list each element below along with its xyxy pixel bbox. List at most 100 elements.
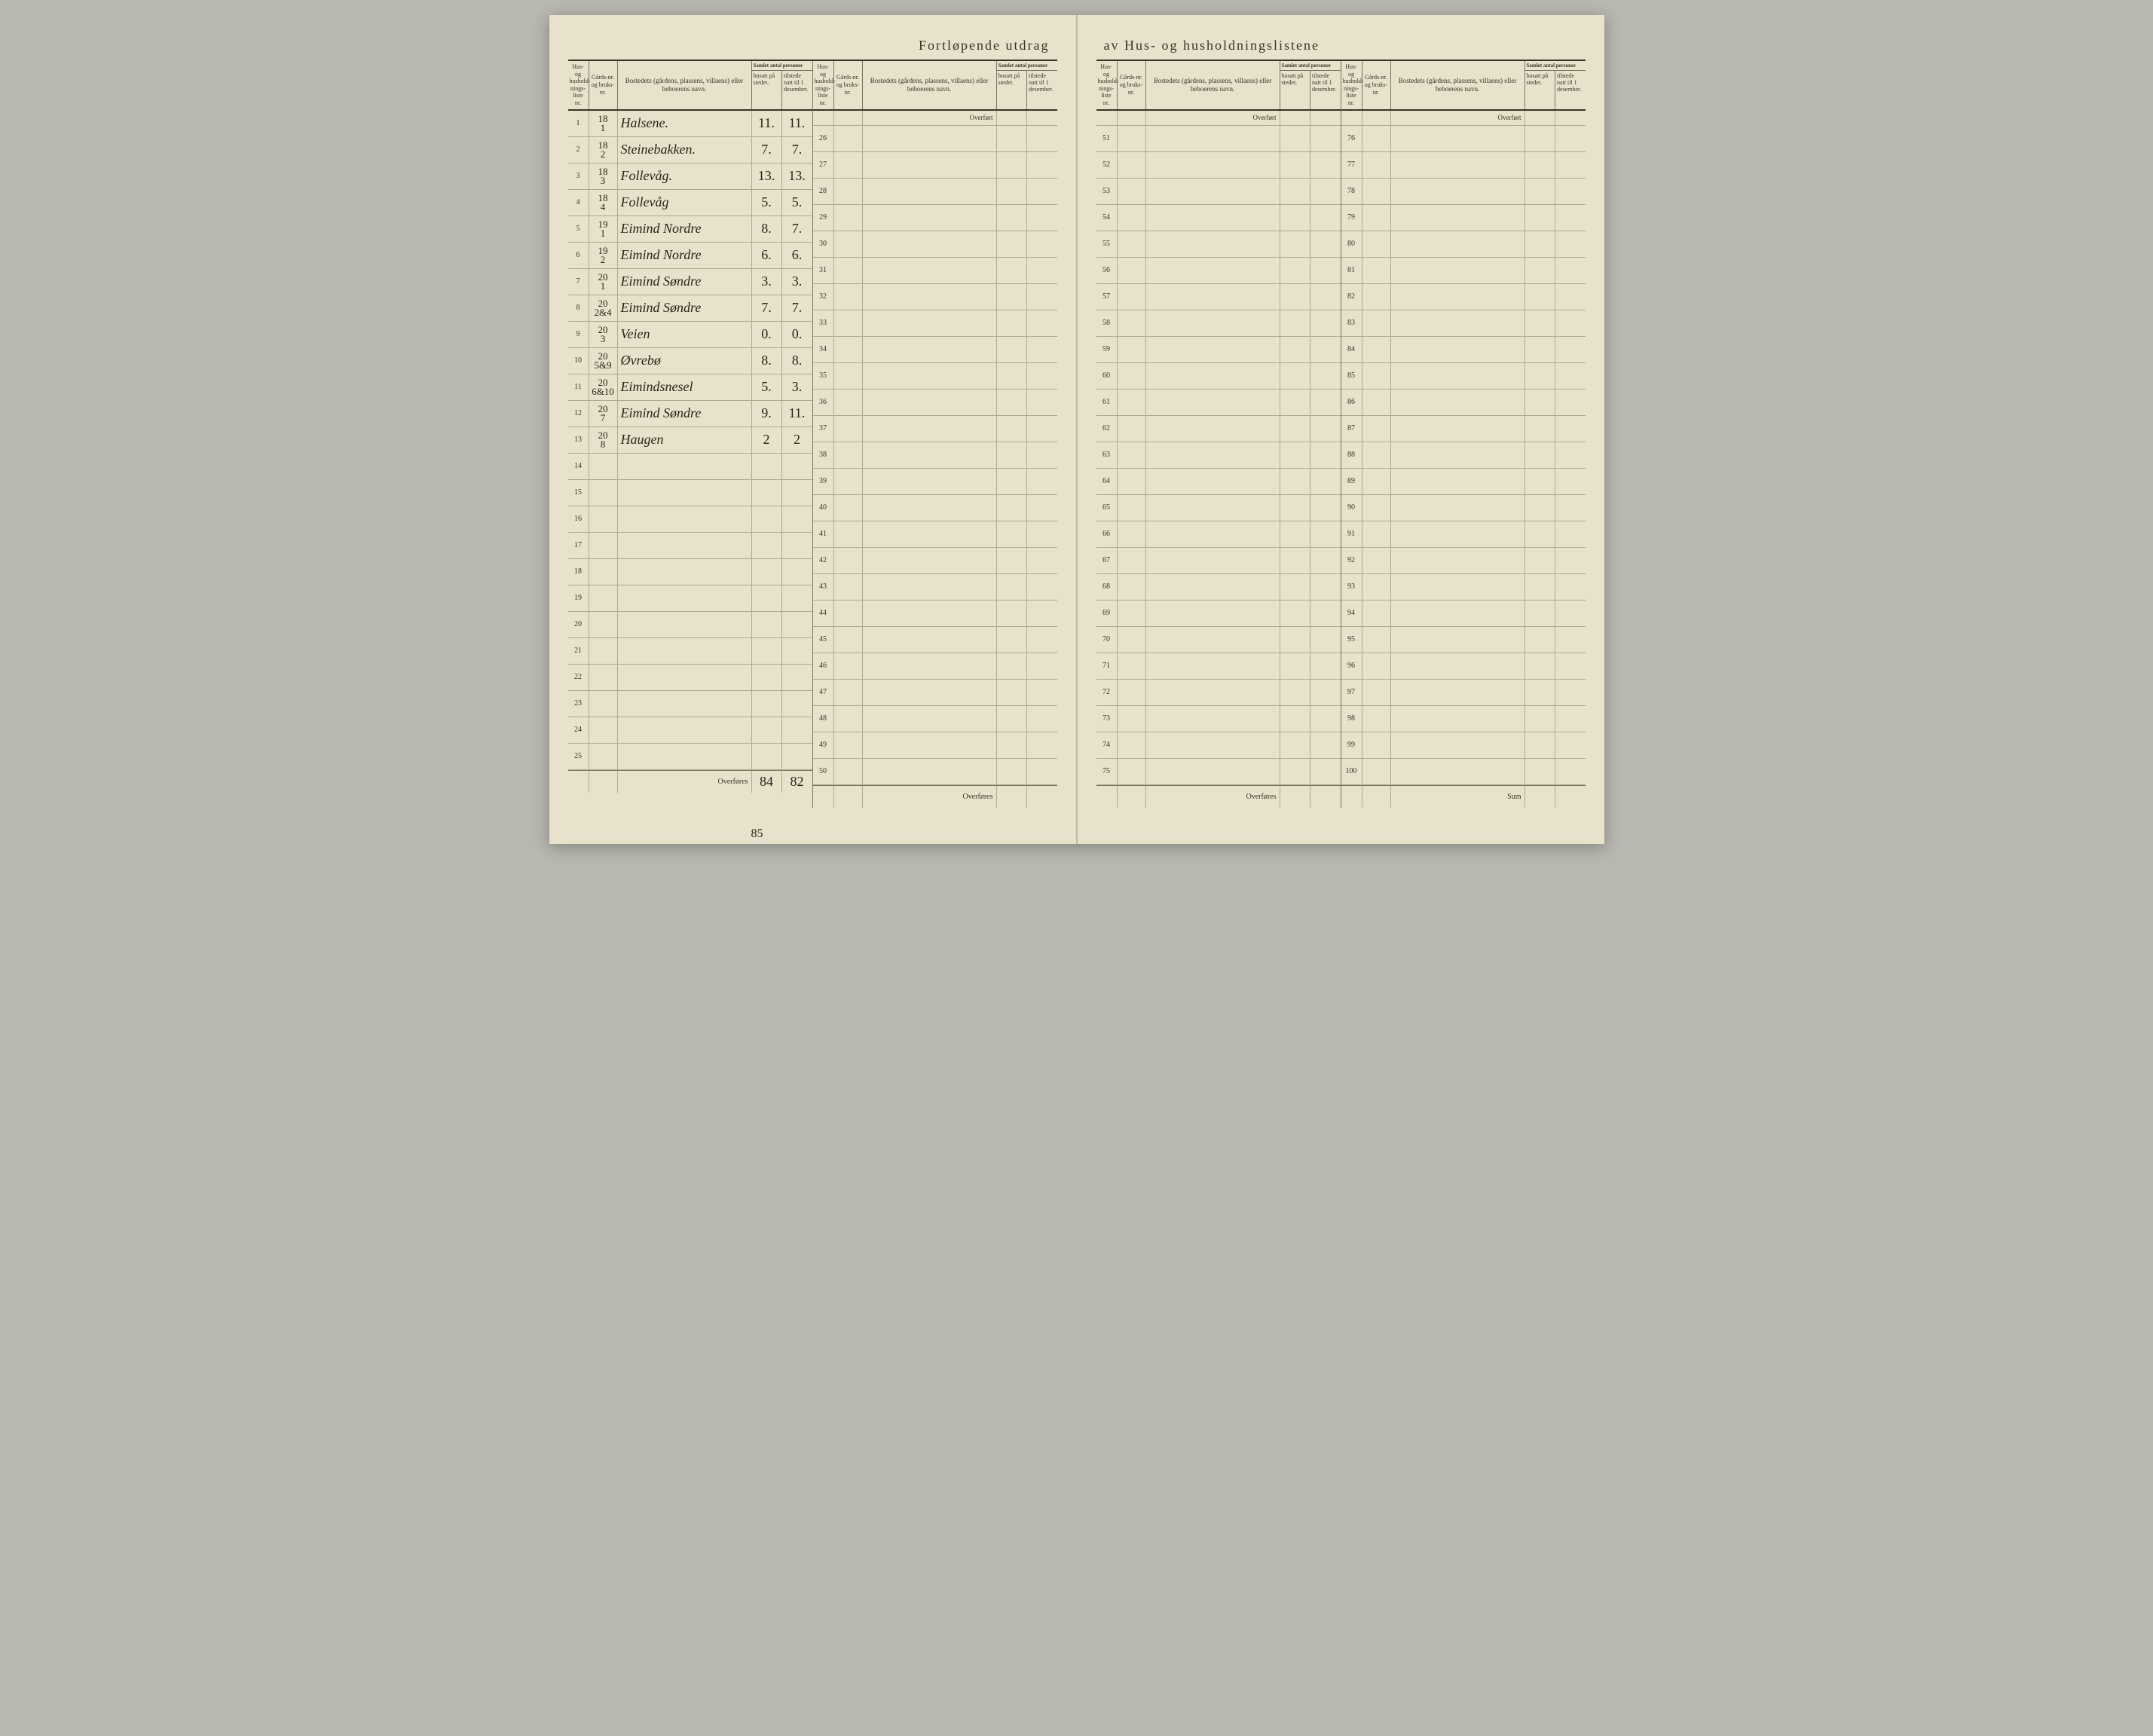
row-gnr <box>834 416 863 442</box>
row-nr: 94 <box>1341 601 1362 626</box>
row-bosatt <box>1525 152 1555 178</box>
row-nr: 58 <box>1096 310 1118 336</box>
row-nr: 18 <box>568 559 589 585</box>
row-tilstede <box>1027 732 1057 758</box>
row-nr: 83 <box>1341 310 1362 336</box>
row-bosatt <box>997 258 1027 283</box>
row-bosatt <box>997 152 1027 178</box>
table-row: 63 <box>1096 442 1341 469</box>
row-nr: 14 <box>568 454 589 479</box>
row-bosatt <box>1280 126 1310 151</box>
table-row: 11 206&10 Eimindsnesel 5. 3. <box>568 374 812 401</box>
row-bosatt <box>997 732 1027 758</box>
table-row: 97 <box>1341 680 1586 706</box>
row-name <box>863 680 997 705</box>
row-tilstede <box>782 665 812 690</box>
row-gnr: 181 <box>589 111 618 136</box>
row-tilstede <box>1027 284 1057 310</box>
row-name <box>1391 759 1525 784</box>
row-bosatt <box>752 559 782 585</box>
row-bosatt <box>1280 152 1310 178</box>
table-row: 53 <box>1096 179 1341 205</box>
row-gnr: 201 <box>589 269 618 295</box>
col1-rows: 1 181 Halsene. 11. 11. 2 182 Steinebakke… <box>568 111 812 770</box>
header-count: Samlet antal personer bosatt på stedet. … <box>1525 61 1586 109</box>
row-tilstede: 3. <box>782 269 812 295</box>
row-nr: 64 <box>1096 469 1118 494</box>
row-bosatt <box>1525 363 1555 389</box>
row-gnr <box>589 454 618 479</box>
row-gnr <box>589 717 618 743</box>
row-bosatt <box>1280 416 1310 442</box>
table-row: 94 <box>1341 601 1586 627</box>
row-nr: 85 <box>1341 363 1362 389</box>
header-gnr: Gårds-nr. og bruks-nr. <box>834 61 863 109</box>
table-row: 30 <box>813 231 1057 258</box>
row-nr: 86 <box>1341 390 1362 415</box>
row-name <box>1146 548 1280 573</box>
row-bosatt <box>1525 706 1555 732</box>
row-name <box>1391 627 1525 653</box>
row-gnr <box>834 442 863 468</box>
header-bosted: Bostedets (gårdens, plassens, villaens) … <box>863 61 997 109</box>
table-row: 75 <box>1096 759 1341 785</box>
row-bosatt <box>752 454 782 479</box>
row-name <box>863 390 997 415</box>
row-bosatt <box>1525 390 1555 415</box>
row-nr: 95 <box>1341 627 1362 653</box>
table-row: 46 <box>813 653 1057 680</box>
row-bosatt <box>1280 363 1310 389</box>
row-gnr <box>834 653 863 679</box>
row-nr: 5 <box>568 216 589 242</box>
row-bosatt <box>1525 548 1555 573</box>
row-nr: 74 <box>1096 732 1118 758</box>
row-nr: 79 <box>1341 205 1362 231</box>
row-tilstede <box>1310 442 1341 468</box>
row-name <box>1391 390 1525 415</box>
row-bosatt: 8. <box>752 216 782 242</box>
row-name: Eimind Søndre <box>618 401 752 426</box>
row-name <box>1146 310 1280 336</box>
row-bosatt <box>1525 601 1555 626</box>
row-name <box>1146 442 1280 468</box>
row-bosatt: 7. <box>752 295 782 321</box>
header-bosted: Bostedets (gårdens, plassens, villaens) … <box>1146 61 1280 109</box>
header-nr: Hus- og hushold-nings-liste nr. <box>1096 61 1118 109</box>
row-gnr <box>834 126 863 151</box>
row-nr: 67 <box>1096 548 1118 573</box>
row-bosatt: 6. <box>752 243 782 268</box>
row-nr: 44 <box>813 601 834 626</box>
row-gnr <box>1118 653 1146 679</box>
row-name <box>1391 258 1525 283</box>
table-row: 10 205&9 Øvrebø 8. 8. <box>568 348 812 374</box>
row-nr: 62 <box>1096 416 1118 442</box>
row-nr: 57 <box>1096 284 1118 310</box>
row-nr: 31 <box>813 258 834 283</box>
row-bosatt <box>1280 653 1310 679</box>
row-nr: 3 <box>568 164 589 189</box>
row-name <box>618 559 752 585</box>
row-bosatt <box>1280 521 1310 547</box>
row-bosatt <box>1280 759 1310 784</box>
header-row: Hus- og hushold-nings-liste nr. Gårds-nr… <box>813 61 1057 111</box>
table-row: 99 <box>1341 732 1586 759</box>
row-tilstede <box>1310 284 1341 310</box>
row-bosatt <box>1525 337 1555 362</box>
footer-col4: Sum <box>1341 785 1586 808</box>
row-nr: 20 <box>568 612 589 637</box>
row-gnr <box>834 521 863 547</box>
row-gnr <box>1362 205 1391 231</box>
header-gnr: Gårds-nr. og bruks-nr. <box>1118 61 1146 109</box>
row-name <box>1391 521 1525 547</box>
row-nr: 21 <box>568 638 589 664</box>
row-name <box>618 665 752 690</box>
row-nr: 63 <box>1096 442 1118 468</box>
row-bosatt <box>997 390 1027 415</box>
row-name <box>1391 416 1525 442</box>
footer-col2: Overføres <box>813 785 1057 808</box>
table-row: 13 208 Haugen 2 2 <box>568 427 812 454</box>
row-name <box>863 732 997 758</box>
row-tilstede <box>1555 574 1586 600</box>
row-name <box>618 744 752 769</box>
row-name <box>1146 574 1280 600</box>
